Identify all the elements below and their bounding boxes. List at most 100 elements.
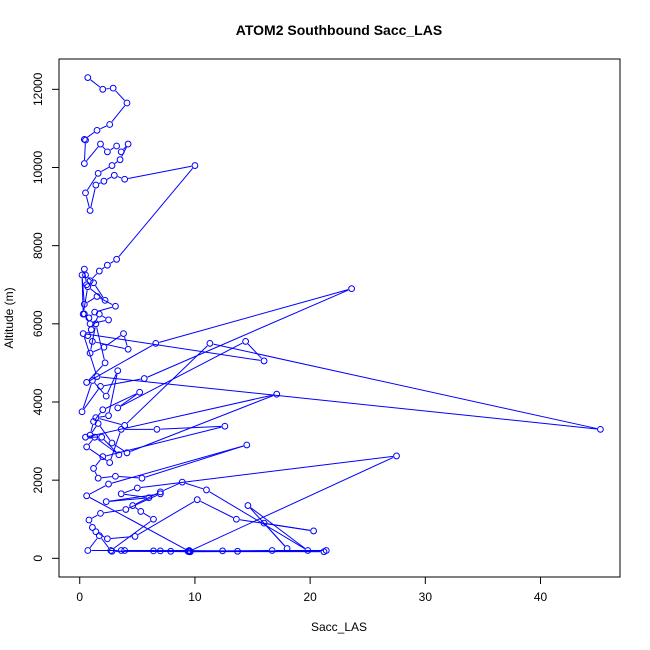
data-point xyxy=(105,316,112,324)
data-point xyxy=(234,547,241,555)
series-line-segment xyxy=(93,348,101,353)
x-axis-label: Sacc_LAS xyxy=(311,620,367,634)
data-point xyxy=(98,433,106,441)
x-tick-label: 10 xyxy=(188,590,202,604)
data-point xyxy=(123,99,131,107)
series-line-segment xyxy=(93,320,106,324)
series-line-segment xyxy=(88,439,93,445)
data-point xyxy=(99,406,107,414)
series-line-segment xyxy=(84,143,86,161)
series-line-segment xyxy=(98,533,105,538)
series-line-segment xyxy=(137,501,195,536)
y-tick-label: 10000 xyxy=(31,150,45,184)
series-line-segment xyxy=(114,161,118,164)
series-line-segment xyxy=(101,476,112,479)
data-point xyxy=(83,379,91,386)
series-line-segment xyxy=(106,176,112,180)
data-point xyxy=(86,277,94,285)
data-point xyxy=(93,373,101,380)
data-point xyxy=(206,339,214,347)
data-point xyxy=(108,439,116,447)
data-point xyxy=(94,474,102,482)
data-point xyxy=(219,547,226,555)
data-point xyxy=(94,169,102,177)
series-line-segment xyxy=(82,383,92,409)
data-point xyxy=(393,452,400,460)
data-point xyxy=(87,326,95,334)
series-line-segment xyxy=(111,445,244,484)
data-point xyxy=(80,300,88,308)
y-tick-label: 2000 xyxy=(31,466,45,493)
data-point xyxy=(108,547,116,555)
series-line-segment xyxy=(83,336,97,374)
data-point xyxy=(115,451,123,459)
series-line-segment xyxy=(90,188,96,208)
series-lines xyxy=(81,79,598,553)
data-point xyxy=(82,136,89,144)
series-line-segment xyxy=(89,497,187,551)
series-line-segment xyxy=(128,165,192,180)
data-point xyxy=(304,547,312,554)
data-point xyxy=(233,515,240,523)
series-line-segment xyxy=(107,373,117,394)
series-line-segment xyxy=(92,273,98,279)
series-line-segment xyxy=(91,514,98,519)
series-line-segment xyxy=(109,493,157,502)
data-point xyxy=(99,85,107,93)
data-point xyxy=(121,175,129,183)
y-tick-label: 12000 xyxy=(31,72,45,106)
data-point xyxy=(114,404,122,412)
data-point xyxy=(117,425,125,433)
series-line-segment xyxy=(124,488,135,494)
series-line-segment xyxy=(160,425,222,430)
data-point xyxy=(121,547,129,554)
series-line-segment xyxy=(99,415,106,418)
data-point xyxy=(244,502,252,509)
data-point xyxy=(156,488,164,496)
data-point xyxy=(102,498,110,506)
data-point xyxy=(105,412,112,420)
data-point xyxy=(156,547,164,555)
data-point xyxy=(273,390,281,398)
data-point xyxy=(310,527,317,535)
data-point xyxy=(112,472,119,480)
series-line-segment xyxy=(89,344,153,382)
series-line-segment xyxy=(120,342,243,407)
data-point xyxy=(103,261,111,269)
series-line-segment xyxy=(87,297,95,303)
data-point xyxy=(107,547,115,554)
data-point xyxy=(89,338,96,345)
data-point xyxy=(116,156,124,164)
series-line-segment xyxy=(118,167,194,257)
data-point xyxy=(84,547,92,554)
series-line-segment xyxy=(209,491,305,550)
data-point xyxy=(101,359,109,367)
series-line-segment xyxy=(111,105,126,123)
data-point xyxy=(150,515,157,523)
series-line-segment xyxy=(92,317,99,327)
chart-title: ATOM2 Southbound Sacc_LAS xyxy=(236,22,442,38)
data-point xyxy=(268,547,276,554)
data-point xyxy=(156,490,164,498)
series-line-segment xyxy=(98,306,113,312)
series-line-segment xyxy=(94,382,105,394)
series-line-segment xyxy=(110,536,132,539)
data-point xyxy=(78,271,86,279)
data-point xyxy=(191,162,199,169)
data-point xyxy=(112,302,119,310)
series-line-segment xyxy=(91,314,93,316)
series-line-segment xyxy=(192,456,394,551)
data-point xyxy=(243,441,251,449)
data-point xyxy=(102,392,110,400)
data-point xyxy=(114,367,122,375)
data-point xyxy=(178,478,186,486)
data-point xyxy=(78,408,86,416)
series-line-segment xyxy=(106,335,121,346)
series-line-segment xyxy=(86,333,261,361)
series-line-segment xyxy=(101,538,110,548)
data-point xyxy=(94,420,102,427)
data-point xyxy=(80,310,88,318)
data-point xyxy=(322,547,330,554)
y-tick-label: 4000 xyxy=(31,388,45,415)
data-point xyxy=(117,547,125,554)
